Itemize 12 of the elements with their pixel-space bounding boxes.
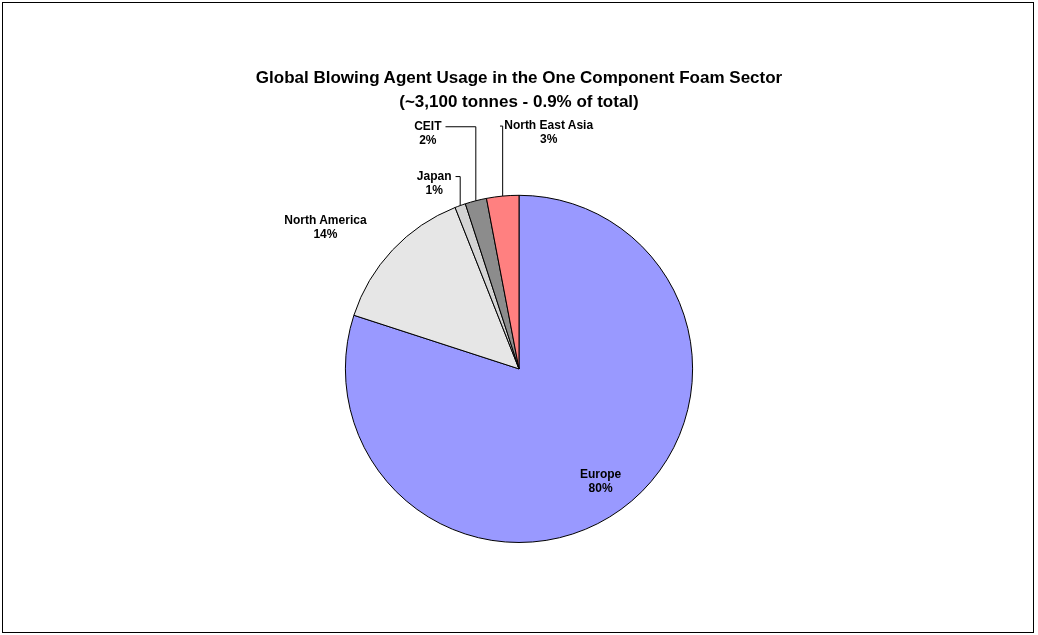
slice-label: North America bbox=[284, 213, 367, 228]
data-label: 80% bbox=[588, 480, 613, 495]
data-label: 14% bbox=[313, 227, 338, 242]
slice-label: Europe bbox=[579, 466, 622, 481]
data-label: 1% bbox=[425, 182, 444, 197]
slice-label: Japan bbox=[416, 168, 452, 183]
data-label: 2% bbox=[419, 133, 437, 148]
slice-label: North East Asia bbox=[504, 118, 594, 133]
data-label: 3% bbox=[539, 132, 558, 147]
chart-title: Global Blowing Agent Usage in the One Component Foam Sector bbox=[255, 67, 783, 87]
slice-label: CEIT bbox=[414, 119, 443, 134]
chart-subtitle: (~3,100 tonnes - 0.9% of total) bbox=[399, 92, 639, 112]
